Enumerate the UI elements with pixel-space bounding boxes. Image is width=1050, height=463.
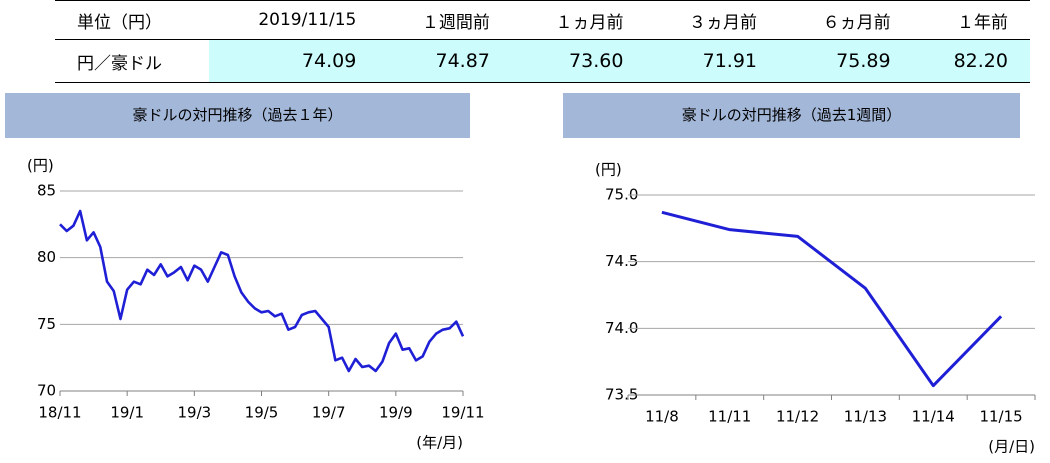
series-line bbox=[59, 209, 465, 373]
cell: 71.91 bbox=[645, 39, 780, 83]
x-tick-label: 19/5 bbox=[245, 404, 279, 422]
x-tick-label: 11/11 bbox=[708, 408, 751, 426]
title-box bbox=[563, 93, 1020, 138]
y-unit: (円) bbox=[595, 161, 622, 179]
y-tick-label: 70 bbox=[37, 382, 56, 400]
table-header: 単位（円） 2019/11/15 １週間前 １ヵ月前 ３ヵ月前 ６ヵ月前 １年前 bbox=[55, 0, 1030, 40]
y-tick-label: 75.0 bbox=[605, 186, 638, 204]
rate-table: 単位（円） 2019/11/15 １週間前 １ヵ月前 ３ヵ月前 ６ヵ月前 １年前… bbox=[55, 0, 1030, 83]
cell: 75.89 bbox=[779, 39, 913, 83]
cell: ３ヵ月前 bbox=[645, 0, 780, 40]
cell: 74.09 bbox=[209, 39, 379, 83]
y-tick-label: 85 bbox=[37, 182, 56, 200]
x-tick-label: 11/8 bbox=[645, 408, 679, 426]
cell: １週間前 bbox=[378, 0, 512, 40]
x-tick-label: 18/11 bbox=[38, 404, 81, 422]
chart-title: 豪ドルの対円推移（過去1週間） bbox=[682, 106, 902, 124]
x-tick-label: 19/7 bbox=[312, 404, 346, 422]
cell: 82.20 bbox=[912, 39, 1030, 83]
cell: １ヵ月前 bbox=[511, 0, 646, 40]
x-tick-label: 19/1 bbox=[110, 404, 144, 422]
y-tick-label: 74.0 bbox=[605, 319, 638, 337]
cell: １年前 bbox=[912, 0, 1030, 40]
table-row: 円／豪ドル 74.09 74.87 73.60 71.91 75.89 82.2… bbox=[55, 39, 1030, 83]
x-tick-label: 11/13 bbox=[844, 408, 887, 426]
y-tick-label: 74.5 bbox=[605, 252, 638, 270]
y-tick-label: 75 bbox=[37, 315, 56, 333]
title-box bbox=[5, 93, 470, 138]
x-unit: (年/月) bbox=[416, 434, 463, 452]
x-tick-label: 19/3 bbox=[177, 404, 211, 422]
series-line bbox=[661, 210, 1003, 388]
cell: 円／豪ドル bbox=[55, 39, 209, 83]
x-tick-label: 19/9 bbox=[379, 404, 413, 422]
cell: 単位（円） bbox=[55, 0, 209, 40]
x-unit: (月/日) bbox=[988, 438, 1035, 456]
y-unit: (円) bbox=[27, 157, 54, 175]
x-tick-label: 11/14 bbox=[912, 408, 955, 426]
cell: 2019/11/15 bbox=[209, 0, 379, 40]
y-tick-label: 73.5 bbox=[605, 386, 638, 404]
chart-title: 豪ドルの対円推移（過去１年） bbox=[132, 106, 342, 124]
x-tick-label: 19/11 bbox=[441, 404, 484, 422]
x-tick-label: 11/12 bbox=[776, 408, 819, 426]
cell: ６ヵ月前 bbox=[779, 0, 913, 40]
x-tick-label: 11/15 bbox=[979, 408, 1022, 426]
cell: 73.60 bbox=[511, 39, 646, 83]
cell: 74.87 bbox=[378, 39, 512, 83]
y-tick-label: 80 bbox=[37, 248, 56, 266]
